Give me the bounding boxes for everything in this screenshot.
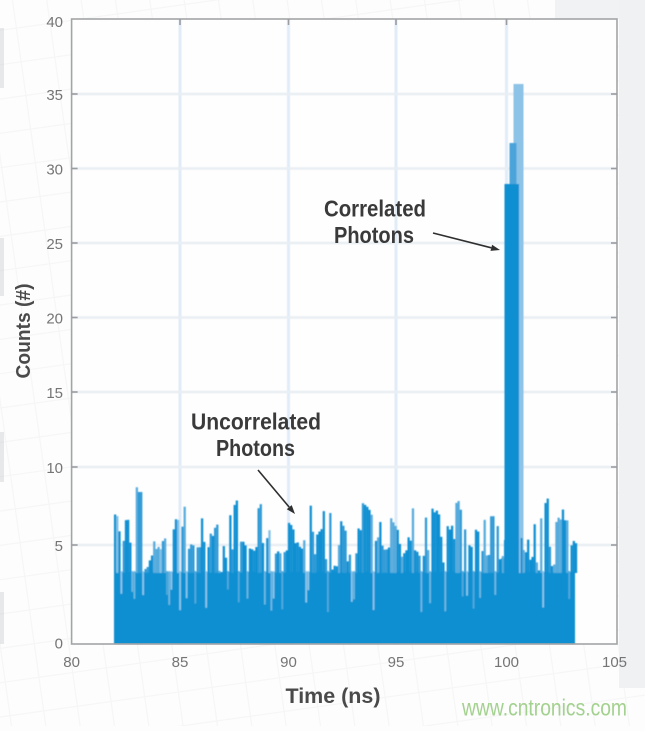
svg-text:Uncorrelated: Uncorrelated [191,409,321,435]
svg-text:www.cntronics.com: www.cntronics.com [461,695,627,721]
svg-text:Photons: Photons [334,222,414,248]
svg-text:85: 85 [172,654,189,671]
svg-text:30: 30 [46,162,63,179]
svg-text:95: 95 [388,654,405,671]
svg-text:40: 40 [46,14,63,31]
svg-text:5: 5 [55,538,63,555]
svg-text:Correlated: Correlated [324,196,426,222]
svg-text:0: 0 [55,636,63,653]
svg-text:10: 10 [46,460,63,477]
svg-text:Counts (#): Counts (#) [13,284,35,379]
svg-text:15: 15 [46,385,63,402]
svg-text:100: 100 [494,654,519,671]
svg-text:25: 25 [46,236,63,253]
svg-text:80: 80 [63,654,80,671]
svg-text:Time (ns): Time (ns) [286,685,381,708]
svg-text:90: 90 [280,654,297,671]
svg-text:Photons: Photons [216,435,295,461]
svg-text:105: 105 [602,654,627,671]
svg-text:20: 20 [46,311,63,328]
svg-text:35: 35 [46,87,63,104]
